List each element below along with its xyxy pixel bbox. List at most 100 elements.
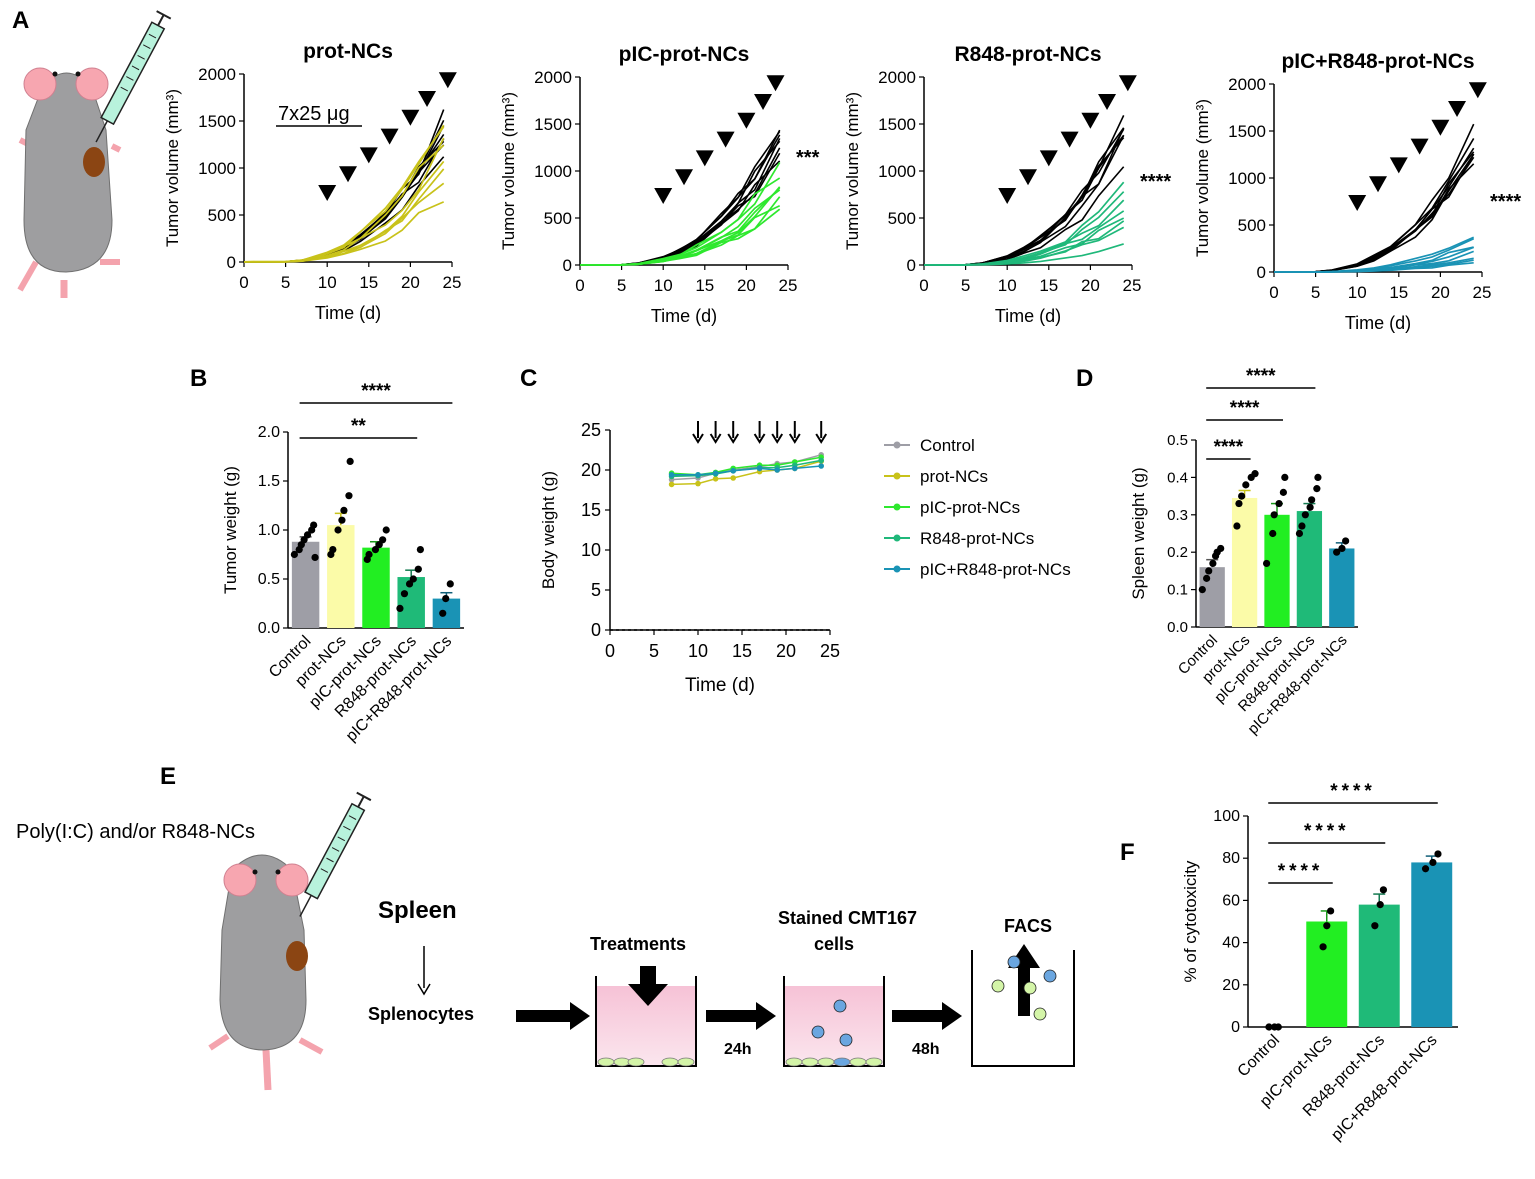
data-point (290, 550, 298, 559)
y-tick-label: 1500 (1228, 122, 1266, 141)
dose-marker (675, 169, 693, 186)
data-point (1235, 499, 1243, 508)
significance-label: **** (1330, 781, 1376, 802)
significance-label: **** (1304, 821, 1350, 842)
legend-swatch-dot (893, 534, 901, 542)
data-point (1262, 559, 1271, 568)
dose-marker (766, 75, 785, 92)
bar (1199, 567, 1225, 627)
dose-marker (1348, 195, 1367, 211)
x-tick-label: 20 (737, 276, 756, 295)
x-tick-label: 25 (820, 641, 840, 661)
data-point (1269, 529, 1277, 538)
data-point (1301, 511, 1309, 519)
data-point (1242, 481, 1250, 489)
y-tick-label: 0.0 (1167, 619, 1188, 636)
legend-swatch-dot (893, 565, 901, 573)
data-point (334, 526, 342, 534)
data-point (409, 575, 417, 583)
dose-marker (716, 131, 735, 148)
series-point (668, 481, 675, 488)
dose-arrowhead (727, 433, 740, 444)
series-point (695, 480, 701, 487)
dose-marker (418, 91, 437, 107)
legend-swatch-dot (893, 503, 901, 511)
dose-marker (695, 150, 714, 167)
dose-marker (1410, 138, 1429, 155)
control-series-line (1273, 123, 1475, 273)
chart-title: prot-NCs (303, 40, 393, 63)
y-axis-label: Tumor volume (mm³) (843, 92, 862, 250)
x-tick-label: 0 (919, 276, 928, 295)
y-tick-label: 2.0 (258, 424, 280, 441)
series-point (774, 467, 780, 473)
x-tick-label: 10 (1348, 283, 1367, 302)
y-tick-label: 0 (907, 256, 916, 275)
data-point (1327, 907, 1335, 915)
significance-label: **** (1140, 171, 1171, 193)
y-tick-label: 0.2 (1167, 544, 1188, 561)
dose-marker (1369, 176, 1387, 193)
y-tick-label: 0 (227, 253, 236, 272)
control-series-line (1273, 147, 1475, 273)
x-axis-label: Time (d) (995, 306, 1061, 326)
dose-arrowhead (692, 433, 704, 444)
significance-label: *** (796, 147, 820, 169)
y-tick-label: 80 (1222, 850, 1240, 867)
x-axis-label: Time (d) (315, 303, 381, 323)
series-point (818, 463, 824, 469)
y-axis-label: Tumor volume (mm³) (499, 92, 518, 250)
x-tick-label: 20 (401, 273, 420, 292)
x-tick-label: 0 (1269, 283, 1278, 302)
treatments-label: Treatments (590, 934, 686, 954)
control-series-line (579, 129, 781, 266)
panel-c-body-weight: 0 5 10 15 20 25 0 5 10 15 20 25 Time (d) Body weight … (539, 420, 1071, 696)
dose-marker (438, 72, 457, 89)
x-axis-label: Time (d) (685, 675, 755, 696)
y-tick-label: 500 (544, 209, 572, 228)
x-tick-label: 10 (688, 641, 708, 661)
data-point (371, 546, 380, 554)
x-tick-label: 5 (1311, 283, 1320, 302)
well-stained-cells (783, 976, 885, 1067)
chart-title: pIC+R848-prot-NCs (1281, 50, 1474, 73)
x-tick-label: 10 (654, 276, 673, 295)
well-facs (971, 944, 1075, 1067)
data-point (1314, 473, 1322, 481)
data-point (1376, 901, 1384, 909)
facs-label: FACS (1004, 916, 1052, 936)
control-series-line (923, 134, 1125, 266)
control-series-line (923, 127, 1125, 266)
y-tick-label: 1.5 (258, 473, 280, 490)
y-axis-label: Tumor weight (g) (221, 466, 240, 594)
chart-title: R848-prot-NCs (954, 43, 1101, 66)
series-point (712, 476, 719, 482)
dose-marker (1389, 157, 1408, 174)
data-point (442, 595, 450, 603)
dose-arrowhead (709, 433, 722, 444)
x-tick-label: 15 (1389, 283, 1408, 302)
panel-letter-e: E (160, 763, 176, 790)
x-tick-label: 15 (732, 641, 752, 661)
y-tick-label: 1000 (878, 162, 916, 181)
significance-label: **** (1230, 398, 1260, 419)
data-point (311, 553, 319, 562)
x-tick-label: 25 (1473, 283, 1492, 302)
y-tick-label: 0 (1257, 263, 1266, 282)
control-series-line (579, 147, 781, 266)
y-tick-label: 1.0 (258, 522, 280, 539)
dose-marker (1468, 82, 1487, 99)
data-point (1209, 559, 1217, 568)
series-point (712, 470, 719, 477)
y-tick-label: 100 (1213, 808, 1240, 825)
legend-swatch-dot (893, 441, 901, 449)
data-point (1205, 567, 1213, 575)
panel-letter-c: C (520, 365, 537, 392)
dose-marker (401, 109, 420, 126)
x-tick-label: 25 (443, 273, 462, 292)
series-line (671, 456, 822, 476)
significance-label: **** (1214, 437, 1244, 458)
